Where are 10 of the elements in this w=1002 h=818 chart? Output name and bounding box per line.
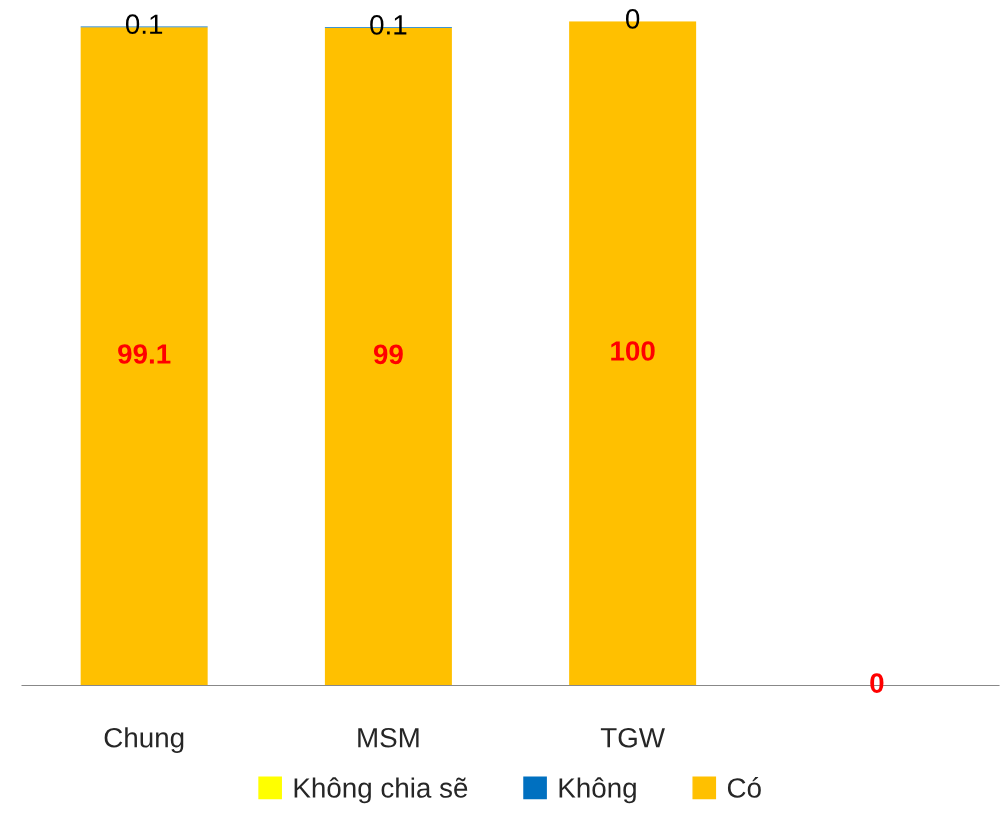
x-tick-label: Chung (104, 727, 184, 754)
x-tick-label: MSM (358, 727, 419, 748)
legend-label: Có (727, 777, 761, 798)
data-label: 100 (611, 341, 655, 361)
legend-label: Không (559, 777, 636, 804)
data-label: 99 (373, 344, 403, 365)
data-label: 99.1 (118, 344, 171, 364)
data-label: 0 (870, 673, 884, 693)
x-tick-label: TGW (600, 727, 665, 748)
legend-label: Không chia sẽ (294, 777, 468, 804)
